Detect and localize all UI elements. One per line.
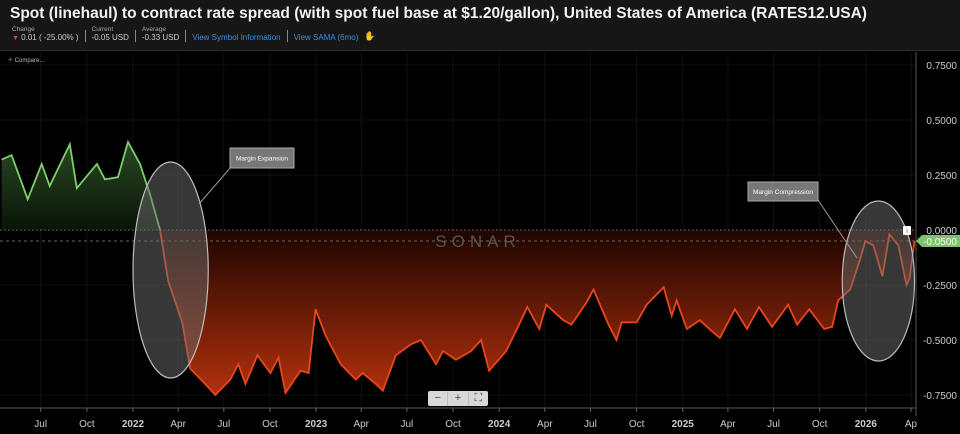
annotation-box [229,147,295,169]
x-tick-label: Jul [584,419,597,430]
y-tick-label: 0.5000 [926,116,957,127]
divider [84,30,86,42]
plus-icon: + [8,55,13,64]
current-value-label: -0.0500 [923,237,957,248]
average-stat: Average -0.33 USD [141,26,180,42]
annotation-label: Margin Compression [753,189,813,196]
x-tick-label: Oct [629,419,645,430]
fullscreen-button[interactable]: ⛶ [474,392,483,404]
y-tick-label: 0.7500 [926,61,957,72]
y-tick-label: -0.7500 [923,391,957,402]
divider [286,30,288,42]
sonar-watermark: SONAR [435,232,520,251]
x-tick-label: Apr [720,419,736,430]
x-tick-label: 2025 [672,419,695,430]
x-tick-label: Jul [400,419,413,430]
info-marker-icon [903,226,911,235]
x-tick-label: 2022 [122,419,145,430]
annotation-connector [817,199,858,259]
zoom-controls: − + ⛶ [428,391,488,406]
x-tick-label: Oct [812,419,828,430]
annotation-ellipse [841,200,916,362]
series-areas [1,142,915,395]
x-tick-label: Jul [217,419,230,430]
x-tick-label: Apr [537,419,553,430]
y-tick-label: -0.2500 [923,281,957,292]
y-tick-label: -0.5000 [923,336,957,347]
current-value-tag [916,235,960,247]
x-tick-label: Jul [767,419,780,430]
divider [134,30,136,42]
annotation-label: Margin Expansion [236,156,288,163]
x-tick-label: Apr [170,419,186,430]
x-tick-label: Oct [79,419,95,430]
annotations: Margin Expansion Margin Compression [132,147,916,379]
x-tick-label: Oct [445,419,461,430]
x-tick-label: 2024 [488,419,511,430]
arrow-down-icon: ▼ [12,35,19,42]
y-tick-label: 0.2500 [926,171,957,182]
x-tick-label: Apr [353,419,369,430]
view-sama-link[interactable]: View SAMA (6mo) [293,33,359,42]
positive-area [1,142,915,230]
x-tick-label: 2026 [855,419,878,430]
x-tick-label: Oct [262,419,278,430]
chart-header: Spot (linehaul) to contract rate spread … [0,0,960,51]
x-tick-label: Jul [34,419,47,430]
annotation-box [747,181,819,202]
y-tick-label: 0.0000 [926,226,957,237]
compare-button[interactable]: + Compare... [8,55,45,64]
view-symbol-info-link[interactable]: View Symbol Information [192,33,281,42]
zoom-out-button[interactable]: − [428,391,449,406]
annotation-connector [198,166,232,205]
info-marker-glyph: i [906,228,908,235]
chart-title: Spot (linehaul) to contract rate spread … [10,5,867,22]
stats-bar: Change ▼ 0.01 ( -25.00% ) Current -0.05 … [12,26,376,42]
axes: 0.7500 0.5000 0.2500 0.0000 -0.2500 -0.5000 -0… [0,52,960,430]
divider [185,30,187,42]
x-tick-label: Ap [905,419,918,430]
hand-icon[interactable]: ✋ [364,31,376,41]
current-stat: Current -0.05 USD [91,26,129,42]
zoom-in-button[interactable]: + [448,391,469,406]
negative-area [1,230,915,395]
change-stat: Change ▼ 0.01 ( -25.00% ) [12,26,79,42]
x-tick-label: 2023 [305,419,328,430]
annotation-ellipse [132,161,209,379]
